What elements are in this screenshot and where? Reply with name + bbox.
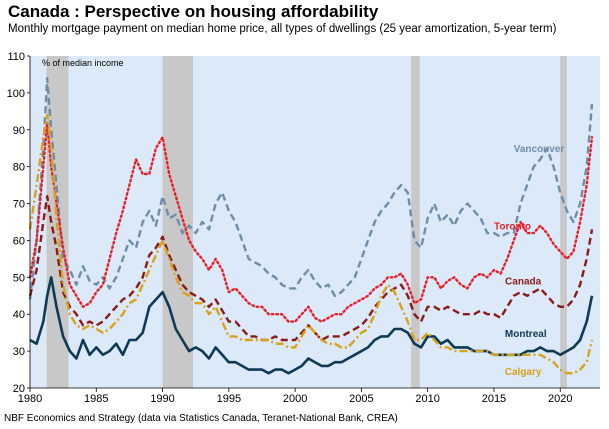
series-line-vancouver (28, 76, 594, 300)
x-tick-label: 1990 (150, 393, 174, 405)
recession-band (411, 56, 420, 388)
series-line-canada (28, 195, 594, 342)
x-tick-label: 2000 (283, 393, 307, 405)
y-tick-label: 30 (13, 346, 25, 358)
series-label-vancouver: Vancouver (514, 144, 565, 155)
series-labels: Vancouver Toronto Canada Montreal Calgary (494, 144, 564, 378)
series-label-montreal: Montreal (505, 329, 547, 340)
series-label-calgary: Calgary (505, 367, 542, 378)
y-tick-label: 60 (13, 235, 25, 247)
x-tick-label: 2005 (349, 393, 373, 405)
series-label-toronto: Toronto (494, 221, 531, 232)
x-ticks: 1980 1985 1990 1995 2000 2005 2010 2015 2020 (18, 388, 572, 405)
y-ticks: 20 30 40 50 60 70 80 90 100 110 (7, 51, 30, 395)
y-tick-label: 20 (13, 383, 25, 395)
series-line-calgary (28, 113, 594, 375)
y-tick-label: 40 (13, 309, 25, 321)
chart-subtitle: Monthly mortgage payment on median home … (8, 23, 557, 35)
x-tick-label: 2020 (548, 393, 572, 405)
x-tick-label: 2010 (415, 393, 439, 405)
recession-band (46, 56, 69, 388)
y-tick-label: 100 (7, 88, 25, 100)
y-tick-label: 50 (13, 272, 25, 284)
x-tick-label: 1980 (18, 393, 42, 405)
series-lines (28, 76, 594, 375)
x-tick-label: 2015 (482, 393, 506, 405)
x-tick-label: 1995 (217, 393, 241, 405)
source-note: NBF Economics and Strategy (data via Sta… (4, 413, 398, 424)
y-axis-label: % of median income (42, 58, 124, 68)
series-label-canada: Canada (505, 277, 542, 288)
y-tick-label: 110 (7, 51, 25, 63)
chart-title: Canada : Perspective on housing affordab… (8, 2, 379, 21)
x-tick-label: 1985 (84, 393, 108, 405)
y-tick-label: 70 (13, 199, 25, 211)
series-line-toronto (28, 121, 594, 323)
y-tick-label: 80 (13, 162, 25, 174)
y-tick-label: 90 (13, 125, 25, 137)
recession-band (560, 56, 567, 388)
